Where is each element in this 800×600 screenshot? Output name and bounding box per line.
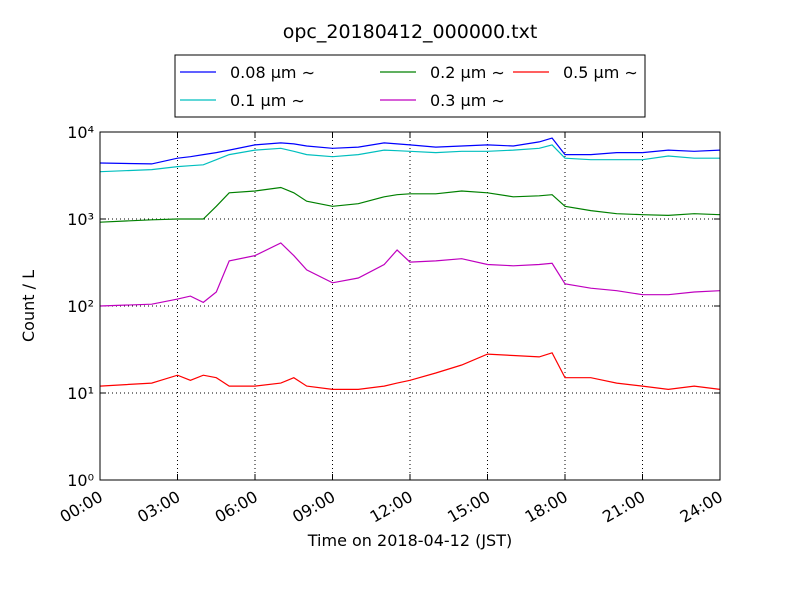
x-tick-label: 00:00 bbox=[57, 487, 106, 527]
x-tick-label: 15:00 bbox=[444, 487, 493, 527]
legend-box bbox=[174, 54, 646, 118]
y-tick-label: 10⁴ bbox=[67, 123, 94, 142]
legend-label: 0.1 μm ∼ bbox=[230, 91, 305, 110]
legend-label: 0.08 μm ∼ bbox=[230, 63, 315, 82]
y-tick-label: 10³ bbox=[67, 210, 94, 229]
y-tick-label: 10⁰ bbox=[67, 471, 94, 490]
series-line bbox=[99, 186, 721, 223]
series-line bbox=[99, 137, 721, 165]
y-tick-label: 10² bbox=[67, 297, 94, 316]
legend-label: 0.3 μm ∼ bbox=[430, 91, 505, 110]
series-line bbox=[99, 242, 721, 307]
legend-label: 0.5 μm ∼ bbox=[563, 63, 638, 82]
x-tick-label: 18:00 bbox=[522, 487, 571, 527]
x-tick-label: 12:00 bbox=[367, 487, 416, 527]
x-axis-label: Time on 2018-04-12 (JST) bbox=[307, 531, 512, 550]
legend-label: 0.2 μm ∼ bbox=[430, 63, 505, 82]
x-tick-label: 21:00 bbox=[599, 487, 648, 527]
series-line bbox=[99, 352, 721, 391]
x-tick-label: 03:00 bbox=[134, 487, 183, 527]
chart-title: opc_20180412_000000.txt bbox=[283, 21, 538, 43]
x-tick-label: 24:00 bbox=[677, 487, 726, 527]
y-tick-label: 10¹ bbox=[67, 384, 94, 403]
plot-frame bbox=[99, 131, 721, 481]
series-line bbox=[99, 144, 720, 173]
y-axis-label: Count / L bbox=[19, 270, 38, 342]
x-tick-label: 09:00 bbox=[289, 487, 338, 527]
x-tick-label: 06:00 bbox=[212, 487, 261, 527]
